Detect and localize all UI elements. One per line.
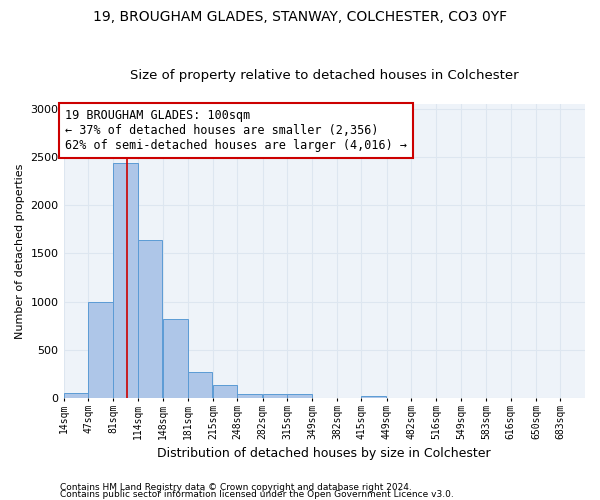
Text: 19 BROUGHAM GLADES: 100sqm
← 37% of detached houses are smaller (2,356)
62% of s: 19 BROUGHAM GLADES: 100sqm ← 37% of deta… [65, 109, 407, 152]
Bar [138, 240, 163, 398]
Bar [88, 302, 113, 398]
Bar [263, 394, 287, 398]
Title: Size of property relative to detached houses in Colchester: Size of property relative to detached ho… [130, 69, 518, 82]
Bar [213, 385, 238, 398]
Text: Contains HM Land Registry data © Crown copyright and database right 2024.: Contains HM Land Registry data © Crown c… [60, 484, 412, 492]
Bar [64, 392, 88, 398]
Bar [163, 319, 188, 398]
Bar [113, 163, 138, 398]
X-axis label: Distribution of detached houses by size in Colchester: Distribution of detached houses by size … [157, 447, 491, 460]
Text: Contains public sector information licensed under the Open Government Licence v3: Contains public sector information licen… [60, 490, 454, 499]
Text: 19, BROUGHAM GLADES, STANWAY, COLCHESTER, CO3 0YF: 19, BROUGHAM GLADES, STANWAY, COLCHESTER… [93, 10, 507, 24]
Bar [188, 372, 212, 398]
Y-axis label: Number of detached properties: Number of detached properties [15, 163, 25, 338]
Bar [287, 394, 311, 398]
Bar [361, 396, 386, 398]
Bar [238, 394, 262, 398]
